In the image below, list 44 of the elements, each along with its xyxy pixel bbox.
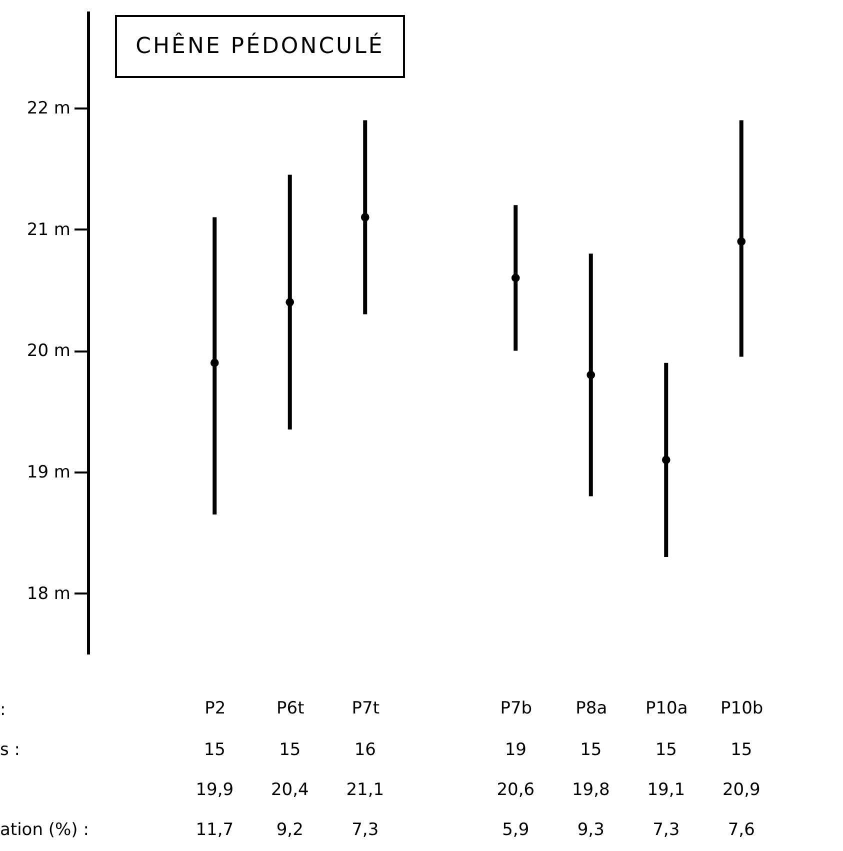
point: [511, 274, 520, 282]
x-tick-label: P2: [204, 698, 226, 718]
x-tick-label: P8a: [576, 698, 608, 718]
text: :: [0, 700, 6, 720]
text: 7,3: [352, 820, 379, 840]
x-tick-label: P6t: [276, 698, 305, 718]
data-label: 19,1: [647, 780, 686, 800]
x-tick-label: P7b: [500, 698, 532, 718]
data-label: 19,8: [572, 780, 610, 800]
text: 19: [504, 740, 526, 760]
text: 11,7: [196, 820, 234, 840]
text: 5,9: [502, 820, 530, 840]
text: 7,6: [728, 820, 755, 840]
y-tick-label: 22 m: [26, 98, 70, 119]
point: [662, 456, 670, 464]
text: 15: [204, 740, 226, 760]
point: [210, 358, 219, 368]
text: 15: [655, 740, 677, 760]
text: 15: [580, 740, 602, 760]
data-label: 20,4: [270, 780, 309, 800]
text: 9,2: [276, 820, 304, 840]
text: 7,3: [652, 820, 680, 840]
y-tick-label: 19 m: [26, 462, 70, 483]
text: 15: [730, 740, 752, 760]
data-label: 20,6: [496, 780, 535, 800]
point: [737, 237, 746, 246]
data-label: 21,1: [346, 780, 384, 800]
title-frame: CHÊNE PÉDONCULÉ: [115, 15, 405, 78]
x-tick-label: P10b: [720, 698, 764, 718]
text: 15: [279, 740, 301, 760]
point: [586, 370, 596, 380]
text: 9,3: [577, 820, 604, 840]
x-tick-label: P7t: [352, 698, 380, 718]
x-tick-label: P10a: [645, 698, 688, 718]
point: [360, 213, 370, 222]
y-tick-label: 21 m: [26, 220, 70, 240]
data-label: 20,9: [722, 780, 760, 800]
text: s :: [0, 740, 20, 760]
text: 16: [354, 740, 376, 760]
y-tick-label: 18 m: [26, 584, 70, 604]
data-label: 19,9: [196, 780, 234, 800]
text: ation (%) :: [0, 820, 89, 840]
y-tick-label: 20 m: [26, 341, 70, 362]
point: [286, 298, 294, 306]
